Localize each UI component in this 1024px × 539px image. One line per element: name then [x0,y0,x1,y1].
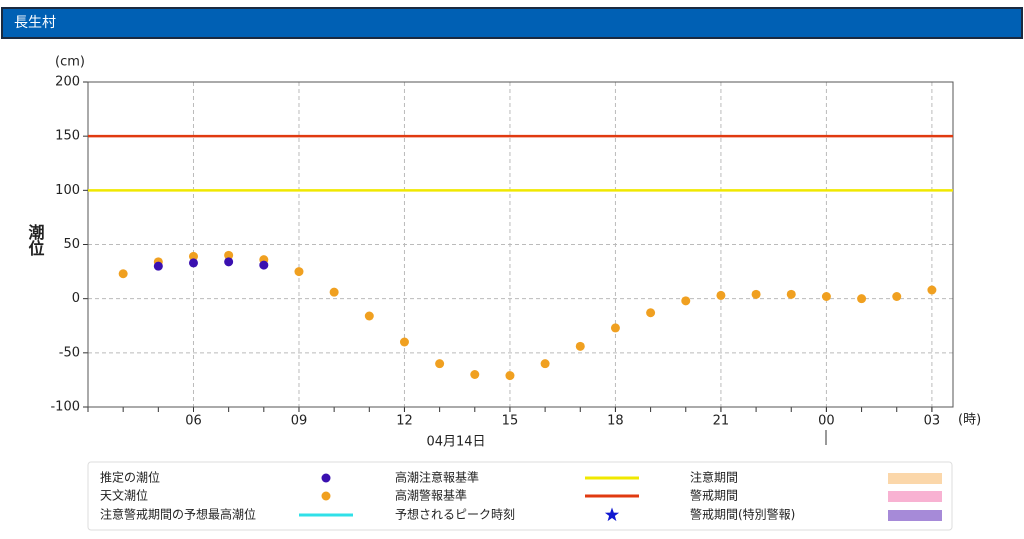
y-tick-label: 200 [55,75,80,90]
y-tick-label: -50 [59,345,80,360]
data-point [153,261,163,271]
data-point [224,250,234,260]
x-tick-label: 00 [818,414,835,429]
data-point [294,267,304,277]
data-point [610,323,620,333]
data-point [857,294,867,304]
data-point [821,292,831,301]
data-point [505,371,515,381]
y-tick-label: 150 [55,129,80,144]
data-point [470,370,480,379]
data-point [435,359,445,369]
legend-swatch [888,491,942,502]
data-point [575,341,585,351]
data-point [188,251,198,261]
legend-swatch [888,510,942,521]
legend-label: 注意警戒期間の予想最高潮位 [100,507,256,522]
data-point [786,289,796,299]
data-point [927,285,937,295]
legend-label: 警戒期間(特別警報) [690,507,795,522]
y-tick-label: 50 [63,237,80,252]
x-tick-label: 15 [502,414,519,429]
data-point [118,269,128,279]
y-tick-label: 0 [72,291,80,306]
data-point [751,289,761,299]
y-axis-label: 潮位 [26,223,45,257]
x-tick-label: 18 [607,414,624,429]
data-point [188,258,198,268]
legend-label: 高潮警報基準 [395,488,467,503]
legend-label: 高潮注意報基準 [395,470,479,485]
data-point [399,337,409,347]
legend-label: 天文潮位 [100,488,148,503]
data-point [329,287,339,297]
x-tick-label: 06 [185,414,202,429]
legend-label: 推定の潮位 [100,470,160,485]
x-tick-label: 03 [924,414,941,429]
data-point [259,260,269,270]
data-point [892,292,902,301]
data-point [681,296,691,306]
x-tick-label: 21 [713,414,730,429]
data-point [646,308,656,318]
legend-label: 警戒期間 [690,488,738,503]
data-point [716,290,726,300]
legend-label: 注意期間 [690,470,738,485]
legend-box [87,461,953,531]
data-point [364,311,374,321]
legend-swatch [321,491,331,501]
data-point [540,359,550,369]
legend-swatch [888,473,942,484]
legend-label: 予想されるピーク時刻 [395,507,515,522]
date-label: 04月14日 [426,435,485,450]
plot-border [87,81,954,408]
header-title: 長生村 [14,15,56,31]
y-tick-label: 100 [55,183,80,198]
y-tick-label: -100 [50,400,80,415]
header-bar [1,7,1023,39]
x-unit: (時) [958,413,981,428]
legend-swatch [321,473,331,483]
data-point [224,257,234,267]
y-unit: (cm) [55,55,85,70]
x-tick-label: 09 [291,414,308,429]
x-tick-label: 12 [396,414,413,429]
legend-swatch [604,507,620,522]
